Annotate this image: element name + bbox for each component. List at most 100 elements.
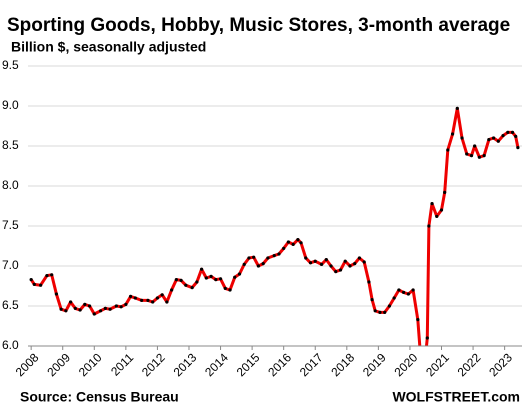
point [367,280,371,284]
point [383,310,387,314]
point [397,288,401,292]
point [170,288,174,292]
point [233,275,237,279]
point [223,286,227,290]
x-tick-label: 2008 [13,350,42,379]
point [195,280,199,284]
point [29,278,33,282]
x-tick-label: 2010 [76,350,105,379]
point [313,259,317,263]
point [108,307,112,311]
x-tick-label: 2011 [108,350,136,378]
point [114,304,118,308]
y-tick-label: 7.0 [2,258,19,272]
point [291,242,295,246]
grid [28,65,522,347]
point [387,304,392,308]
y-tick-label: 6.0 [2,338,19,352]
point [119,305,123,309]
point [506,130,510,134]
point [99,309,103,313]
x-tick-label: 2015 [234,350,263,379]
point [446,148,450,152]
point [69,300,73,304]
point [83,302,87,306]
x-tick-label: 2009 [44,350,73,379]
point [87,304,92,308]
point [190,286,194,290]
point [218,277,223,281]
point [209,274,213,278]
point [179,278,183,282]
point [39,283,43,287]
point [392,296,396,300]
point [460,136,464,140]
point [59,307,63,311]
point [296,238,300,242]
x-tick-label: 2017 [297,350,326,379]
y-tick-label: 8.5 [2,138,19,152]
point [425,336,429,340]
x-tick-label: 2021 [423,350,452,379]
point [151,300,155,304]
point [308,261,313,265]
x-tick-label: 2012 [139,350,168,379]
point [402,290,406,294]
point [370,298,374,302]
y-tick-label: 7.5 [2,218,19,232]
point [299,241,303,245]
point [174,278,178,282]
x-tick-label: 2018 [328,350,357,379]
point [50,273,54,277]
point [348,264,352,268]
x-tick-label: 2020 [392,350,421,379]
point [373,309,377,313]
point [362,260,366,264]
x-tick-label: 2023 [486,350,515,379]
point [124,302,128,306]
source: Source: Census Bureau [20,389,179,405]
point [261,262,265,266]
point [228,288,232,292]
point [353,262,357,266]
point [501,134,505,138]
point [242,262,246,266]
point [439,208,444,212]
y-tick-label: 6.5 [2,298,19,312]
point [427,224,431,228]
point [419,360,422,363]
point [184,283,188,287]
y-tick-label: 8.0 [2,178,19,192]
point [435,214,439,218]
point [455,106,459,110]
point [510,130,515,134]
chart-title: Sporting Goods, Hobby, Music Stores, 3-m… [7,15,510,36]
point [133,296,137,300]
point [237,272,242,276]
point [266,256,270,260]
point [338,268,343,272]
point [416,318,420,322]
point [482,154,486,158]
point [319,262,324,266]
point [286,240,291,244]
x-tick-label: 2013 [171,350,200,379]
point [324,258,328,262]
point [443,190,447,194]
series [29,106,520,363]
point [78,308,82,312]
point [45,274,49,278]
point [516,146,520,150]
point [165,300,169,304]
point [406,292,410,296]
point [343,259,347,263]
y-tick-label: 9.0 [2,98,19,112]
chart-subtitle: Billion $, seasonally adjusted [11,39,206,55]
point [214,278,218,282]
point [465,152,469,156]
point [140,298,144,302]
point [334,270,338,274]
point [272,254,276,258]
point [252,255,256,259]
